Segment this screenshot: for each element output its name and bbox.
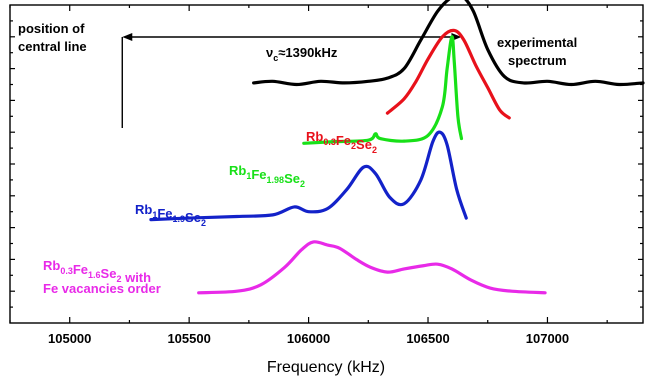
arrow-head-left (122, 33, 133, 41)
formula-subscript: 2 (300, 179, 305, 189)
series-label-vacancies: Fe vacancies order (43, 281, 161, 296)
formula-text: with (121, 270, 151, 285)
tick-marks (9, 5, 643, 323)
x-tick-label: 106000 (287, 331, 330, 346)
central-line-label-2: central line (18, 39, 87, 54)
formula-subscript: 0.3 (323, 137, 336, 147)
x-tick-label: 106500 (406, 331, 449, 346)
experimental-label-2: spectrum (508, 53, 567, 68)
formula-text: Fe (336, 133, 351, 148)
formula-text: Rb (229, 163, 246, 178)
formula-text: Rb (135, 202, 152, 217)
series-label-rb03fe16se2: Rb0.3Fe1.6Se2 with (43, 258, 151, 285)
series-label-rb1fe19se2: Rb1Fe1.9Se2 (135, 202, 206, 228)
formula-subscript: 1.9 (173, 214, 186, 224)
series-line-3 (149, 130, 468, 222)
central-line-label-1: position of (18, 21, 85, 36)
formula-text: Se (185, 210, 201, 225)
series-label-rb1fe198se2: Rb1Fe1.98Se2 (229, 163, 305, 189)
formula-subscript: 1 (246, 171, 251, 181)
series-line-2 (302, 35, 464, 145)
formula-subscript: 0.3 (60, 266, 73, 276)
nu-c-rest: ≈1390kHz (278, 45, 338, 60)
series-line-0 (252, 0, 645, 87)
experimental-label-1: experimental (497, 35, 577, 50)
formula-text: Fe (251, 167, 266, 182)
series-group (149, 0, 645, 295)
formula-text: Se (356, 137, 372, 152)
tick-labels: 105000 105500 106000 106500 107000 (48, 331, 569, 346)
formula-subscript: 1 (152, 210, 157, 220)
nu-c-label: νc≈1390kHz (266, 45, 338, 63)
x-tick-label: 105500 (167, 331, 210, 346)
series-line-1 (385, 28, 511, 120)
formula-text: Fe (157, 206, 172, 221)
formula-text: Fe (73, 262, 88, 277)
x-tick-label: 105000 (48, 331, 91, 346)
series-label-rb03fe2se2: Rb0.3Fe2Se2 (306, 129, 377, 155)
formula-text: Rb (43, 258, 60, 273)
formula-subscript: 1.6 (88, 270, 101, 280)
series-line-4 (197, 240, 547, 295)
formula-text: Rb (306, 129, 323, 144)
formula-subscript: 1.98 (267, 175, 285, 185)
x-tick-label: 107000 (526, 331, 569, 346)
formula-subscript: 2 (116, 274, 121, 284)
x-axis-label: Frequency (kHz) (267, 359, 385, 376)
nu-c-main: ν (266, 45, 273, 60)
formula-subscript: 2 (372, 145, 377, 155)
nu-c-sub: c (273, 53, 278, 63)
formula-text: Se (284, 171, 300, 186)
formula-subscript: 2 (201, 218, 206, 228)
formula-text: Se (101, 266, 117, 281)
formula-subscript: 2 (351, 141, 356, 151)
